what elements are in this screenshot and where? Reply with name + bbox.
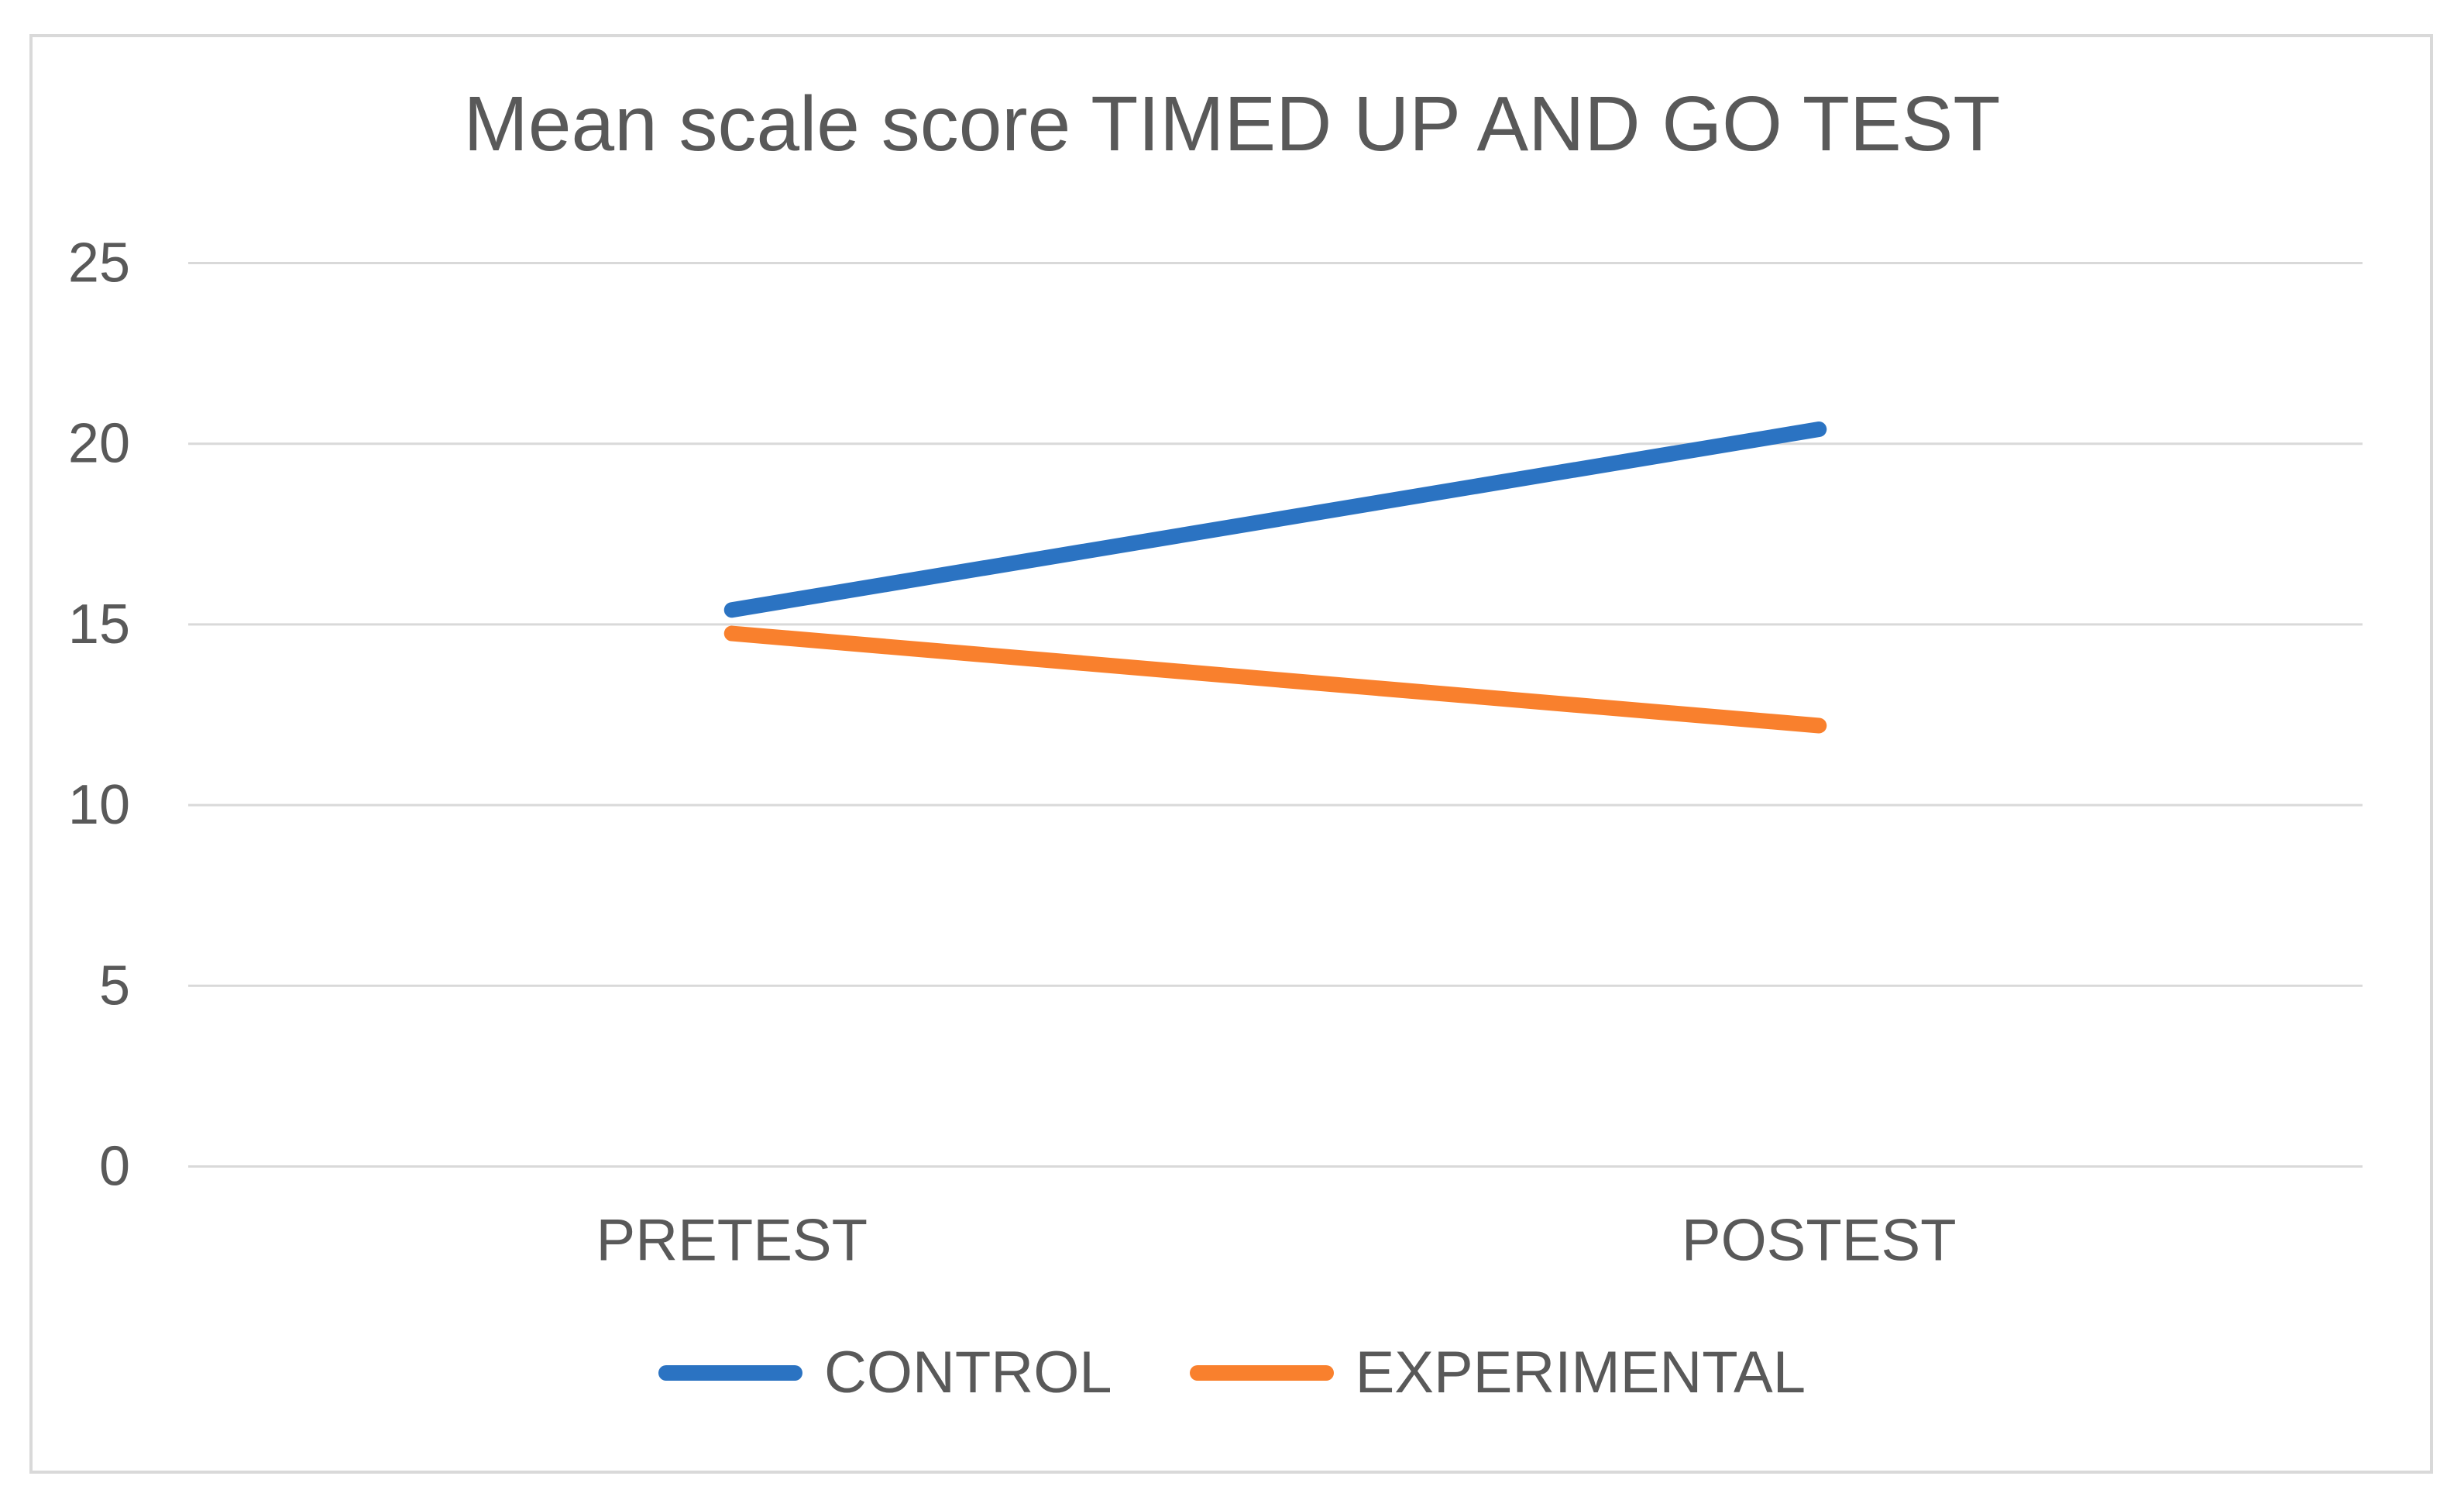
legend: CONTROL EXPERIMENTAL: [0, 1339, 2464, 1406]
y-tick-label: 25: [68, 232, 130, 294]
legend-swatch-icon: [1189, 1364, 1334, 1381]
series-line-experimental: [723, 625, 1827, 734]
legend-item-control: CONTROL: [658, 1339, 1112, 1406]
chart-frame: [29, 34, 2433, 1474]
legend-swatch-icon: [658, 1364, 802, 1381]
x-category-label: PRETEST: [596, 1208, 868, 1274]
x-category-label: POSTEST: [1682, 1208, 1957, 1274]
series-line-control: [723, 421, 1827, 618]
y-tick-label: 0: [99, 1136, 130, 1198]
chart-title: Mean scale score TIMED UP AND GO TEST: [463, 81, 2001, 167]
y-tick-label: 15: [68, 594, 130, 655]
legend-item-experimental: EXPERIMENTAL: [1189, 1339, 1806, 1406]
y-tick-label: 10: [68, 774, 130, 836]
legend-label: CONTROL: [824, 1340, 1112, 1406]
y-tick-label: 5: [99, 955, 130, 1017]
y-tick-label: 20: [68, 413, 130, 475]
legend-label: EXPERIMENTAL: [1355, 1340, 1806, 1406]
